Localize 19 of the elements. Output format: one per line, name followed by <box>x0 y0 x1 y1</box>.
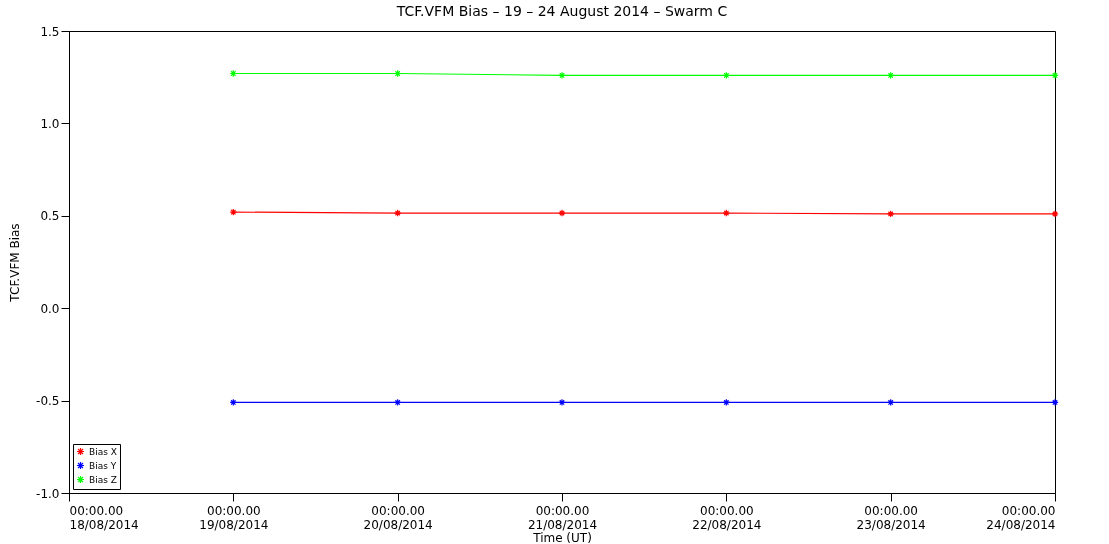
y-tick-label: 0.0 <box>40 301 60 316</box>
y-tick-label: 1.5 <box>40 24 60 39</box>
chart-title: TCF.VFM Bias – 19 – 24 August 2014 – Swarm C <box>395 3 728 19</box>
x-tick-label: 00:00.00 23/08/2014 <box>856 503 926 532</box>
x-tick-label: 00:00.00 22/08/2014 <box>692 503 762 532</box>
legend-label: Bias X <box>89 446 117 457</box>
x-tick-label: 00:00.00 21/08/2014 <box>527 503 598 532</box>
x-tick-label: 00:00.00 24/08/2014 <box>986 503 1056 532</box>
y-tick-label: 1.0 <box>40 116 60 131</box>
x-tick-label: 00:00.00 20/08/2014 <box>363 503 433 532</box>
x-axis-title: Time (UT) <box>532 530 592 544</box>
legend-label: Bias Z <box>89 474 117 485</box>
x-tick-label: 00:00.00 18/08/2014 <box>69 503 139 532</box>
y-axis-title: TCF.VFM Bias <box>8 223 23 303</box>
y-tick-label: -1.0 <box>36 486 60 501</box>
y-tick-label: 0.5 <box>40 209 60 224</box>
x-tick-label: 00:00.00 19/08/2014 <box>199 503 269 532</box>
y-tick-label: -0.5 <box>36 394 60 409</box>
legend-label: Bias Y <box>89 460 117 471</box>
